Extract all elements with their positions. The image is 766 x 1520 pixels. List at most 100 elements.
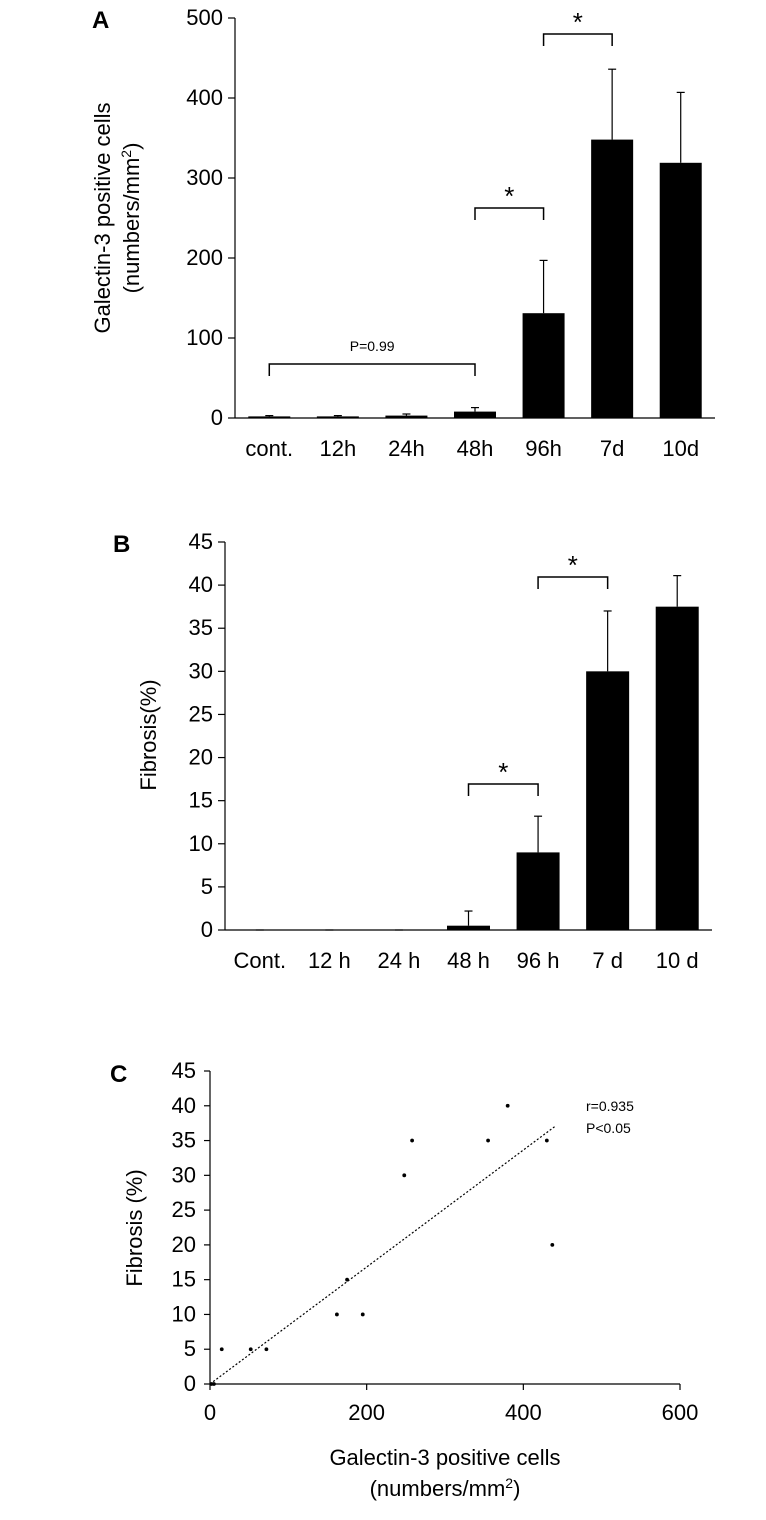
scatter-point xyxy=(410,1138,414,1143)
x-tick-label: Cont. xyxy=(233,948,286,973)
panel-b-label: B xyxy=(113,531,130,558)
x-tick-label: 12 h xyxy=(308,948,351,973)
significance-bracket xyxy=(268,363,476,376)
panel-a-significance-brackets: P=0.99 * * xyxy=(268,7,613,376)
y-tick-label: 45 xyxy=(172,1058,196,1083)
panel-a-y-ticks: 0 100 200 300 400 500 xyxy=(186,5,235,430)
scatter-point xyxy=(345,1277,349,1282)
panel-c-xlabel-close: ) xyxy=(513,1476,520,1501)
significance-label: P=0.99 xyxy=(350,338,395,354)
y-tick-label: 5 xyxy=(201,874,213,899)
y-tick-label: 40 xyxy=(189,572,213,597)
bar xyxy=(522,313,565,418)
bar xyxy=(591,139,634,418)
panel-c-points xyxy=(209,1103,555,1386)
scatter-point xyxy=(544,1138,549,1143)
scatter-point xyxy=(402,1173,407,1178)
y-tick-label: 45 xyxy=(189,529,213,554)
x-tick-label: 0 xyxy=(204,1400,216,1425)
bar xyxy=(316,416,359,418)
panel-c-ylabel: Fibrosis (%) xyxy=(122,1169,147,1286)
y-tick-label: 25 xyxy=(189,701,213,726)
significance-bracket xyxy=(474,207,545,220)
x-tick-label: 600 xyxy=(662,1400,699,1425)
bar xyxy=(655,606,699,930)
significance-label: * xyxy=(573,7,583,37)
y-tick-label: 200 xyxy=(186,245,223,270)
scatter-point xyxy=(505,1103,510,1108)
significance-label: * xyxy=(504,181,514,211)
scatter-point xyxy=(219,1347,224,1352)
scatter-point xyxy=(264,1347,269,1352)
x-tick-label: 12h xyxy=(319,436,356,461)
panel-c-correlation-r: r=0.935 xyxy=(586,1098,634,1114)
x-tick-label: 400 xyxy=(505,1400,542,1425)
bar xyxy=(454,411,496,418)
x-tick-label: cont. xyxy=(245,436,293,461)
y-tick-label: 35 xyxy=(189,615,213,640)
y-tick-label: 0 xyxy=(184,1371,196,1396)
panel-c-chart: C Fibrosis (%) 0 5 10 15 20 25 30 35 40 45 0 200 40… xyxy=(110,1058,698,1501)
x-tick-label: 10d xyxy=(662,436,699,461)
panel-c-y-ticks: 0 5 10 15 20 25 30 35 40 45 xyxy=(172,1058,210,1396)
y-tick-label: 15 xyxy=(189,788,213,813)
panel-a-chart: A Galectin-3 positive cells (numbers/mm2… xyxy=(90,5,715,461)
panel-c-correlation-p: P<0.05 xyxy=(586,1120,631,1136)
bar xyxy=(586,671,630,930)
bar xyxy=(248,416,291,418)
panel-b-x-tick-labels: Cont. 12 h 24 h 48 h 96 h 7 d 10 d xyxy=(233,948,698,973)
y-tick-label: 10 xyxy=(189,831,213,856)
y-tick-label: 25 xyxy=(172,1197,196,1222)
panel-c-xlabel-superscript: 2 xyxy=(505,1475,513,1491)
y-tick-label: 5 xyxy=(184,1336,196,1361)
panel-a-error-bars xyxy=(265,68,685,417)
y-tick-label: 20 xyxy=(189,745,213,770)
significance-bracket xyxy=(542,33,613,46)
bar xyxy=(385,415,428,418)
bar xyxy=(447,925,490,930)
x-tick-label: 200 xyxy=(348,1400,385,1425)
panel-a-ylabel-line2: (numbers/mm2) xyxy=(118,143,144,294)
x-tick-label: 7d xyxy=(600,436,624,461)
y-tick-label: 15 xyxy=(172,1267,196,1292)
panel-c-xlabel-line2: (numbers/mm2) xyxy=(370,1475,521,1501)
y-tick-label: 300 xyxy=(186,165,223,190)
panel-a-ylabel-close: ) xyxy=(119,143,144,150)
panel-b-chart: B Fibrosis(%) 0 5 10 15 20 25 30 35 40 45 Cont. 12… xyxy=(113,529,712,973)
panel-b-y-ticks: 0 5 10 15 20 25 30 35 40 45 xyxy=(189,529,225,942)
panel-c-x-ticks: 0 200 400 600 xyxy=(204,1384,698,1425)
panel-a-ylabel-superscript: 2 xyxy=(118,150,134,158)
significance-bracket xyxy=(467,783,539,796)
x-tick-label: 96 h xyxy=(517,948,560,973)
panel-a-ylabel-line1: Galectin-3 positive cells xyxy=(90,102,115,333)
panel-b-significance-brackets: ** xyxy=(467,550,609,796)
significance-bracket xyxy=(537,576,609,589)
panel-c-label: C xyxy=(110,1061,127,1088)
x-tick-label: 96h xyxy=(525,436,562,461)
y-tick-label: 100 xyxy=(186,325,223,350)
y-tick-label: 35 xyxy=(172,1128,196,1153)
x-tick-label: 24 h xyxy=(378,948,421,973)
scatter-point xyxy=(248,1347,253,1352)
bar xyxy=(659,162,702,418)
y-tick-label: 40 xyxy=(172,1093,196,1118)
panel-b-error-bars xyxy=(255,575,682,931)
x-tick-label: 10 d xyxy=(656,948,699,973)
bar xyxy=(516,852,560,930)
y-tick-label: 30 xyxy=(189,658,213,683)
y-tick-label: 400 xyxy=(186,85,223,110)
x-tick-label: 48 h xyxy=(447,948,490,973)
x-tick-label: 24h xyxy=(388,436,425,461)
panel-c-xlabel-unit: (numbers/mm xyxy=(370,1476,506,1501)
significance-label: * xyxy=(568,550,578,580)
panel-b-bars xyxy=(447,606,699,930)
significance-label: * xyxy=(498,757,508,787)
scatter-point xyxy=(212,1382,216,1386)
scatter-point xyxy=(550,1242,555,1247)
panel-a-x-tick-labels: cont. 12h 24h 48h 96h 7d 10d xyxy=(245,436,699,461)
y-tick-label: 10 xyxy=(172,1301,196,1326)
y-tick-label: 20 xyxy=(172,1232,196,1257)
x-tick-label: 7 d xyxy=(592,948,623,973)
panel-b-ylabel: Fibrosis(%) xyxy=(136,679,161,790)
